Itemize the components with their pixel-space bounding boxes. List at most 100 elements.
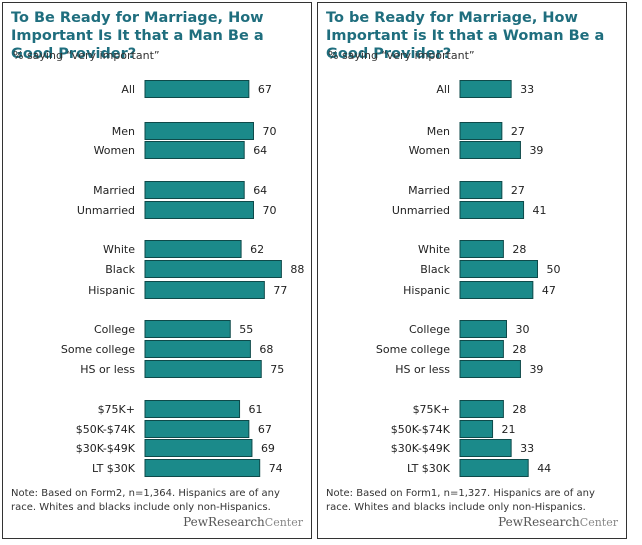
bar [144, 260, 282, 278]
bar [144, 281, 265, 299]
value-label: 44 [537, 462, 551, 475]
category-label: Some college [376, 343, 450, 356]
category-label: $30K-$49K [391, 442, 451, 455]
chart-subtitle: % saying “very important” [328, 49, 475, 62]
bar [144, 340, 251, 358]
chart-note: Note: Based on Form2, n=1,364. Hispanics… [11, 488, 280, 513]
value-label: 61 [249, 403, 263, 416]
category-label: White [418, 243, 450, 256]
value-label: 28 [512, 403, 526, 416]
value-label: 67 [258, 423, 272, 436]
chart-note: Note: Based on Form1, n=1,327. Hispanics… [326, 488, 595, 513]
bar [459, 240, 504, 258]
value-label: 55 [239, 323, 253, 336]
pew-research-logo: PewResearchCenter [498, 515, 618, 529]
value-label: 27 [511, 125, 525, 138]
value-label: 70 [263, 125, 277, 138]
bar [144, 439, 253, 457]
value-label: 47 [542, 284, 556, 297]
category-label: White [103, 243, 135, 256]
category-label: Hispanic [403, 284, 450, 297]
bar [144, 181, 245, 199]
value-label: 64 [253, 144, 267, 157]
category-label: $30K-$49K [76, 442, 136, 455]
value-label: 70 [263, 204, 277, 217]
category-label: $50K-$74K [391, 423, 451, 436]
value-label: 39 [529, 363, 543, 376]
value-label: 21 [502, 423, 516, 436]
category-label: LT $30K [92, 462, 136, 475]
value-label: 41 [533, 204, 547, 217]
category-label: LT $30K [407, 462, 451, 475]
category-label: Women [94, 144, 135, 157]
category-label: Men [427, 125, 450, 138]
value-label: 69 [261, 442, 275, 455]
bar [144, 400, 241, 418]
bar [459, 80, 512, 98]
category-label: Hispanic [88, 284, 135, 297]
bar [459, 400, 504, 418]
pew-research-logo: PewResearchCenter [183, 515, 303, 529]
value-label: 33 [520, 83, 534, 96]
bar [144, 240, 242, 258]
category-label: Some college [61, 343, 135, 356]
category-label: All [121, 83, 135, 96]
bar-chart-men: All 67 Men 70 Women 64 Married 64 Unmarried 70 Whi… [61, 80, 304, 477]
value-label: 64 [253, 184, 267, 197]
bar [459, 181, 503, 199]
bar [459, 459, 529, 477]
value-label: 62 [250, 243, 264, 256]
category-label: College [94, 323, 135, 336]
category-label: $75K+ [413, 403, 450, 416]
category-label: Unmarried [77, 204, 135, 217]
chart-title: To be Ready for Marriage, How Important … [326, 10, 605, 62]
value-label: 27 [511, 184, 525, 197]
value-label: 30 [516, 323, 530, 336]
bar [459, 122, 503, 140]
category-label: HS or less [395, 363, 450, 376]
bar [144, 320, 231, 338]
chart-subtitle: % saying “very important” [13, 49, 160, 62]
category-label: Black [420, 263, 450, 276]
value-label: 50 [547, 263, 561, 276]
bar [144, 459, 261, 477]
bar [459, 420, 494, 438]
bar [459, 439, 512, 457]
value-label: 75 [270, 363, 284, 376]
value-label: 28 [512, 243, 526, 256]
bar [459, 260, 538, 278]
bar [144, 201, 254, 219]
chart-title: To Be Ready for Marriage, How Important … [11, 10, 264, 62]
category-label: Married [408, 184, 450, 197]
value-label: 39 [529, 144, 543, 157]
value-label: 67 [258, 83, 272, 96]
category-label: Women [409, 144, 450, 157]
value-label: 28 [512, 343, 526, 356]
value-label: 88 [290, 263, 304, 276]
value-label: 68 [259, 343, 273, 356]
category-label: College [409, 323, 450, 336]
category-label: Married [93, 184, 135, 197]
bar [459, 201, 525, 219]
value-label: 74 [269, 462, 283, 475]
bar [144, 122, 254, 140]
chart-panel-men: To Be Ready for Marriage, How Important … [2, 2, 312, 539]
bar [144, 80, 250, 98]
bar [144, 360, 262, 378]
category-label: HS or less [80, 363, 135, 376]
bar [459, 320, 507, 338]
category-label: Black [105, 263, 135, 276]
value-label: 33 [520, 442, 534, 455]
category-label: All [436, 83, 450, 96]
category-label: $50K-$74K [76, 423, 136, 436]
category-label: Men [112, 125, 135, 138]
bar [144, 141, 245, 159]
category-label: Unmarried [392, 204, 450, 217]
bar [459, 360, 521, 378]
bar [459, 141, 521, 159]
bar-chart-women: All 33 Men 27 Women 39 Married 27 Unmarried 41 Whi… [376, 80, 561, 477]
bar [144, 420, 250, 438]
value-label: 77 [273, 284, 287, 297]
category-label: $75K+ [98, 403, 135, 416]
bar [459, 340, 504, 358]
